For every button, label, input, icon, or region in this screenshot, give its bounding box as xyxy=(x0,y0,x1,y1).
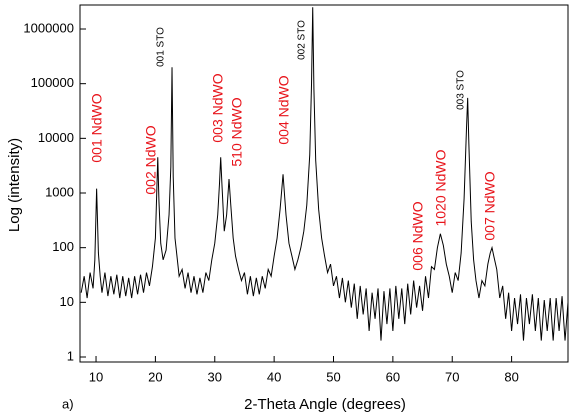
x-tick-label: 50 xyxy=(326,369,340,384)
peak-annotation: 004 NdWO xyxy=(276,75,292,144)
peak-annotation: 1020 NdWO xyxy=(433,149,449,226)
x-tick-label: 10 xyxy=(89,369,103,384)
y-tick-label: 100 xyxy=(52,239,74,254)
y-tick-label: 1000000 xyxy=(23,20,74,35)
peak-annotation: 006 NdWO xyxy=(410,201,426,270)
y-tick-label: 100000 xyxy=(31,75,74,90)
peak-annotation: 003 NdWO xyxy=(210,73,226,142)
x-tick-label: 60 xyxy=(386,369,400,384)
x-axis-title: 2-Theta Angle (degrees) xyxy=(244,396,406,413)
y-tick-label: 10 xyxy=(60,294,74,309)
peak-annotation: 002 NdWO xyxy=(143,125,159,194)
plot-frame xyxy=(79,4,569,363)
panel-label: a) xyxy=(62,396,74,411)
peak-annotation: 007 NdWO xyxy=(482,171,498,240)
peak-annotation: 510 NdWO xyxy=(229,97,245,166)
x-tick-label: 70 xyxy=(445,369,459,384)
data-line xyxy=(80,7,569,341)
x-tick-label: 20 xyxy=(148,369,162,384)
y-axis-title: Log (intensity) xyxy=(6,138,23,232)
peak-annotation: 001 STO xyxy=(156,27,167,67)
y-tick-label: 10000 xyxy=(38,130,74,145)
peak-annotation: 001 NdWO xyxy=(89,93,105,162)
x-tick-label: 80 xyxy=(504,369,518,384)
x-tick-label: 40 xyxy=(267,369,281,384)
peak-annotation: 002 STO xyxy=(297,20,308,60)
x-tick-label: 30 xyxy=(208,369,222,384)
y-tick-label: 1 xyxy=(67,348,74,363)
y-tick-label: 1000 xyxy=(45,184,74,199)
peak-annotation: 003 STO xyxy=(456,70,467,110)
